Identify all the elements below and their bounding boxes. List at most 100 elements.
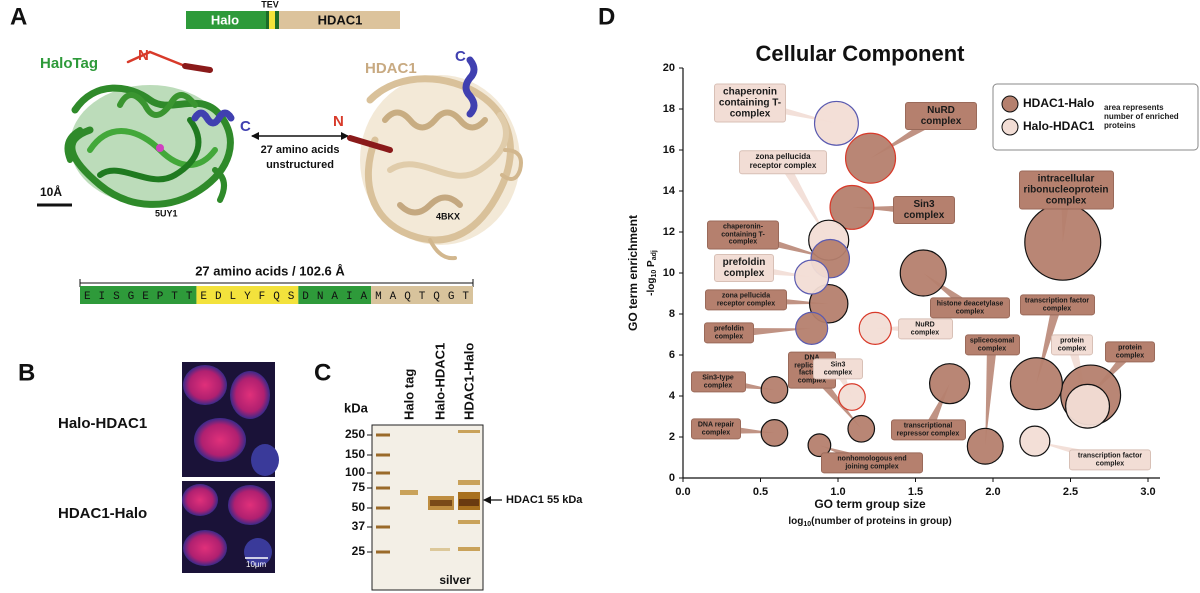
label-part: -log (646, 278, 657, 296)
bubble (813, 100, 859, 146)
ladder-band (376, 525, 390, 529)
marker-label: 50 (352, 500, 366, 514)
micrograph (182, 481, 275, 573)
bubble-label: NuRD complex (897, 318, 953, 340)
panel-label: B (18, 359, 35, 386)
row-label: Halo-HDAC1 (58, 415, 147, 432)
pdb-label: 5UY1 (155, 208, 178, 218)
y-axis-sublabel: -log10 Padj (646, 250, 659, 296)
legend-swatch (1001, 95, 1019, 113)
domain-label: HDAC1 (318, 12, 363, 27)
bubble (928, 363, 971, 405)
x-tick-label: 2.0 (985, 486, 1000, 498)
bubble-label: Sin3 complex (893, 196, 955, 224)
x-axis-label: GO term group size (814, 497, 926, 511)
marker-label: 37 (352, 519, 366, 533)
bubble (794, 259, 830, 295)
bubble-label: protein complex (1105, 341, 1155, 363)
structure-label: HaloTag (40, 55, 98, 72)
row-label: HDAC1-Halo (58, 505, 147, 522)
micrograph (182, 362, 279, 477)
x-tick-label: 3.0 (1140, 486, 1155, 498)
bubble (808, 283, 849, 324)
unit-label: kDa (344, 400, 369, 415)
bubble (795, 311, 829, 345)
legend: HDAC1-Halo Halo-HDAC1 (992, 83, 1199, 151)
y-tick-label: 2 (669, 431, 675, 443)
bubble-label: prefoldin complex (714, 254, 774, 282)
ladder-band (376, 433, 390, 437)
size-legend: area represents number of enriched prote… (1104, 102, 1179, 130)
chart-title: Cellular Component (755, 41, 965, 66)
ladder-band (376, 506, 390, 510)
y-tick-label: 20 (663, 62, 675, 74)
sequence-title: 27 amino acids / 102.6 Å (195, 263, 345, 278)
bubble-label: transcription factor complex (1069, 449, 1151, 471)
callout (778, 159, 829, 241)
ladder-band (376, 453, 390, 457)
linker-label: unstructured (266, 159, 334, 171)
sequence-segment (298, 286, 372, 304)
lane-label: Halo-HDAC1 (432, 343, 447, 420)
bubble-label: chaperonin-containing T-complex (707, 220, 779, 250)
scale-label: 10Å (40, 184, 62, 199)
callout (985, 344, 997, 447)
marker-label: 100 (345, 465, 365, 479)
bubble-label: protein complex (1051, 334, 1093, 356)
pdb-label: 4BKX (436, 211, 460, 221)
bubble-label: Sin3 complex (813, 358, 863, 380)
label-part: (number of proteins in group) (811, 516, 952, 527)
terminus-label: C (240, 118, 251, 135)
label-part: P (646, 260, 657, 270)
bubble-label: chaperonin containing T-complex (714, 83, 786, 123)
sequence-text: DNAIA (302, 291, 367, 303)
domain-label: TEV (261, 0, 279, 9)
gel (371, 424, 484, 591)
x-tick-label: 1.5 (908, 486, 923, 498)
stain-label: silver (439, 573, 471, 587)
ladder-band (376, 486, 390, 490)
terminus-label: C (455, 48, 466, 65)
bubble (838, 383, 866, 411)
bubble (1024, 203, 1102, 281)
y-tick-label: 4 (669, 390, 676, 402)
bubble-label: zona pellucida receptor complex (705, 289, 787, 311)
panel-label: D (598, 3, 615, 30)
sequence: EISGEPTT EDLYFQS DNAIA MAQTQGT (80, 286, 473, 304)
bubble-label: Sin3-type complex (690, 371, 746, 393)
halotag-structure (64, 50, 235, 208)
lane-label: HDAC1-Halo (461, 343, 476, 420)
y-tick-label: 14 (663, 185, 676, 197)
marker-label: 150 (345, 447, 365, 461)
tev-domain (269, 11, 275, 29)
y-axis-label: GO term enrichment (626, 215, 640, 331)
terminus-label: N (333, 113, 344, 130)
bubble-label: prefoldin complex (704, 322, 754, 344)
domain-label: Halo (211, 12, 239, 27)
hdac1-structure (347, 56, 523, 261)
sequence-segment (371, 286, 473, 304)
scale-label: 10µm (246, 560, 267, 569)
x-tick-label: 1.0 (830, 486, 845, 498)
x-tick-label: 0.5 (753, 486, 768, 498)
bubble (966, 427, 1004, 465)
y-tick-label: 10 (663, 267, 675, 279)
bubble-label: DNA repair complex (691, 418, 741, 440)
ladder-band (376, 471, 390, 475)
bubble (829, 184, 875, 230)
sequence-segment (196, 286, 299, 304)
marker-label: 250 (345, 427, 365, 441)
label-part: 10 (651, 270, 658, 278)
legend-label: Halo-HDAC1 (1023, 119, 1095, 133)
bubble (844, 132, 897, 184)
band-label: HDAC1 55 kDa (506, 494, 583, 506)
label-part: 10 (803, 521, 811, 528)
legend-box (992, 83, 1199, 151)
y-tick-label: 18 (663, 103, 675, 115)
sequence-segment (80, 286, 197, 304)
linker-stripe (275, 11, 279, 29)
panel-label: A (10, 3, 27, 30)
legend-label: HDAC1-Halo (1023, 96, 1094, 110)
